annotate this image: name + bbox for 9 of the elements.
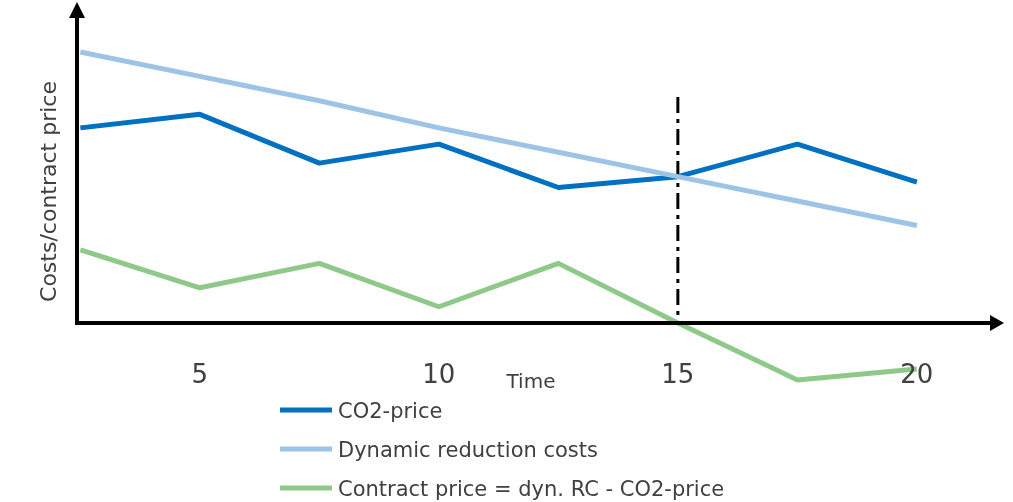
x-tick-label: 10 [422,359,456,389]
x-tick-label: 5 [191,359,209,389]
y-axis-title: Costs/contract price [36,81,61,302]
x-tick-label: 15 [661,359,695,389]
x-axis-title: Time [505,369,556,393]
x-tick-label: 20 [900,359,934,389]
legend-label: Contract price = dyn. RC - CO2-price [338,477,725,501]
legend-label: Dynamic reduction costs [338,438,598,462]
legend-label: CO2-price [338,399,443,423]
